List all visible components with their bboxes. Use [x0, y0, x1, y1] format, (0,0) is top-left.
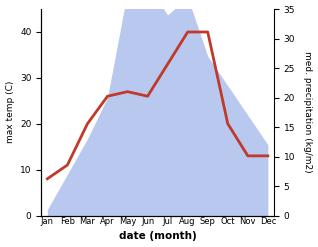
Y-axis label: med. precipitation (kg/m2): med. precipitation (kg/m2) — [303, 51, 313, 173]
X-axis label: date (month): date (month) — [119, 231, 197, 242]
Y-axis label: max temp (C): max temp (C) — [5, 81, 15, 144]
